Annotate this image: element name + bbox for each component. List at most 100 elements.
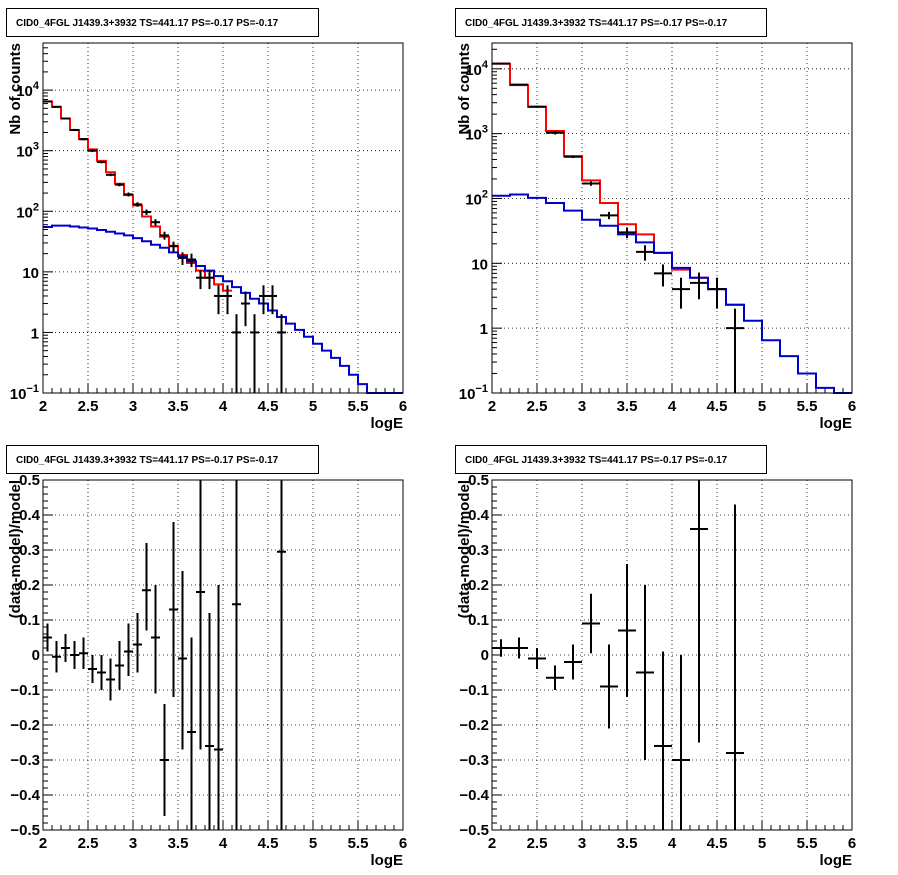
data-point <box>88 655 97 683</box>
data-point <box>169 522 178 697</box>
x-tick-label: 2.5 <box>78 398 99 415</box>
data-point <box>43 623 52 652</box>
x-tick-label: 4 <box>219 835 228 852</box>
x-tick-label: 4 <box>668 835 677 852</box>
series-line-total-model <box>492 62 744 306</box>
y-tick-label: 103 <box>465 124 488 144</box>
grid <box>43 43 403 393</box>
data-point <box>690 272 708 300</box>
y-tick-label: 10−1 <box>10 383 39 403</box>
y-tick-label: −0.1 <box>459 682 489 699</box>
data-points <box>492 62 744 393</box>
data-point <box>115 183 124 187</box>
y-tick-label: 1 <box>480 321 488 338</box>
data-point <box>600 211 618 220</box>
x-tick-label: 5 <box>309 398 317 415</box>
y-axis-title: (data-model)/model <box>456 480 473 618</box>
x-tick-label: 3.5 <box>168 398 189 415</box>
data-point <box>582 181 600 186</box>
data-point <box>510 637 528 659</box>
data-point <box>528 105 546 108</box>
y-tick-label: 0.5 <box>19 472 40 489</box>
data-point <box>277 480 286 830</box>
data-point <box>88 149 97 153</box>
data-point <box>106 658 115 701</box>
data-point <box>528 648 546 669</box>
x-tick-label: 6 <box>399 398 407 415</box>
data-point <box>618 564 636 697</box>
x-tick-label: 2 <box>488 835 496 852</box>
grid <box>492 43 852 393</box>
chart-panel-3: CID0_4FGL J1439.3+3932 TS=441.17 PS=-0.1… <box>6 445 407 869</box>
data-point <box>196 480 205 750</box>
data-point <box>510 83 528 86</box>
y-tick-label: 0 <box>32 647 40 664</box>
grid <box>43 480 403 830</box>
x-tick-label: 3 <box>129 398 137 415</box>
y-tick-label: −0.4 <box>459 787 489 804</box>
x-tick-label: 5.5 <box>348 835 369 852</box>
data-point <box>142 543 151 631</box>
data-point <box>133 202 142 207</box>
x-tick-label: 4.5 <box>707 398 728 415</box>
x-tick-label: 5 <box>309 835 317 852</box>
data-point <box>151 219 160 226</box>
data-point <box>79 138 88 141</box>
chart-title: CID0_4FGL J1439.3+3932 TS=441.17 PS=-0.1… <box>465 18 728 29</box>
x-axis-title: logE <box>820 852 853 869</box>
y-tick-label: 1 <box>31 325 39 342</box>
y-tick-label: −0.4 <box>10 787 40 804</box>
chart-panel-4: CID0_4FGL J1439.3+3932 TS=441.17 PS=-0.1… <box>455 445 856 869</box>
plot-frame <box>42 42 404 394</box>
data-point <box>654 651 672 830</box>
x-tick-label: 4 <box>219 398 228 415</box>
x-tick-label: 4.5 <box>258 398 279 415</box>
y-tick-label: 0.2 <box>19 577 40 594</box>
data-point <box>187 637 196 830</box>
data-point <box>43 100 52 103</box>
x-tick-label: 3.5 <box>617 398 638 415</box>
data-point <box>492 639 510 657</box>
chart-title: CID0_4FGL J1439.3+3932 TS=441.17 PS=-0.1… <box>16 455 279 466</box>
chart-title: CID0_4FGL J1439.3+3932 TS=441.17 PS=-0.1… <box>16 18 279 29</box>
y-tick-label: 0.4 <box>19 507 41 524</box>
data-point <box>546 131 564 135</box>
plot-frame <box>491 479 853 831</box>
x-tick-label: 5.5 <box>797 835 818 852</box>
data-point <box>115 641 124 690</box>
x-tick-label: 3 <box>578 835 586 852</box>
data-point <box>169 241 178 252</box>
title-box <box>6 8 319 37</box>
x-tick-label: 2 <box>488 398 496 415</box>
grid <box>492 480 852 830</box>
data-point <box>492 62 510 65</box>
data-point <box>672 655 690 830</box>
y-tick-label: 0 <box>481 647 489 664</box>
y-tick-label: −0.3 <box>10 752 40 769</box>
x-tick-label: 3 <box>578 398 586 415</box>
data-point <box>618 227 636 239</box>
data-points <box>43 480 286 830</box>
x-tick-label: 6 <box>399 835 407 852</box>
y-tick-label: 102 <box>16 201 39 221</box>
title-box <box>455 445 767 474</box>
x-axis-title: logE <box>371 415 404 432</box>
axis-ticks <box>42 42 404 394</box>
y-tick-label: 0.4 <box>468 507 490 524</box>
data-point <box>268 285 277 315</box>
y-tick-label: 0.2 <box>468 577 489 594</box>
chart-panel-1: CID0_4FGL J1439.3+3932 TS=441.17 PS=-0.1… <box>6 8 407 432</box>
data-point <box>61 634 70 662</box>
data-point <box>726 504 744 830</box>
y-tick-label: −0.3 <box>459 752 489 769</box>
data-point <box>259 285 268 315</box>
data-point <box>124 192 133 197</box>
y-axis-title: Nb of counts <box>456 43 473 135</box>
data-point <box>654 264 672 287</box>
y-tick-label: −0.1 <box>10 682 40 699</box>
chart-title: CID0_4FGL J1439.3+3932 TS=441.17 PS=-0.1… <box>465 455 728 466</box>
x-tick-label: 6 <box>848 835 856 852</box>
x-tick-label: 5.5 <box>797 398 818 415</box>
data-point <box>205 269 214 290</box>
x-tick-label: 2.5 <box>527 398 548 415</box>
